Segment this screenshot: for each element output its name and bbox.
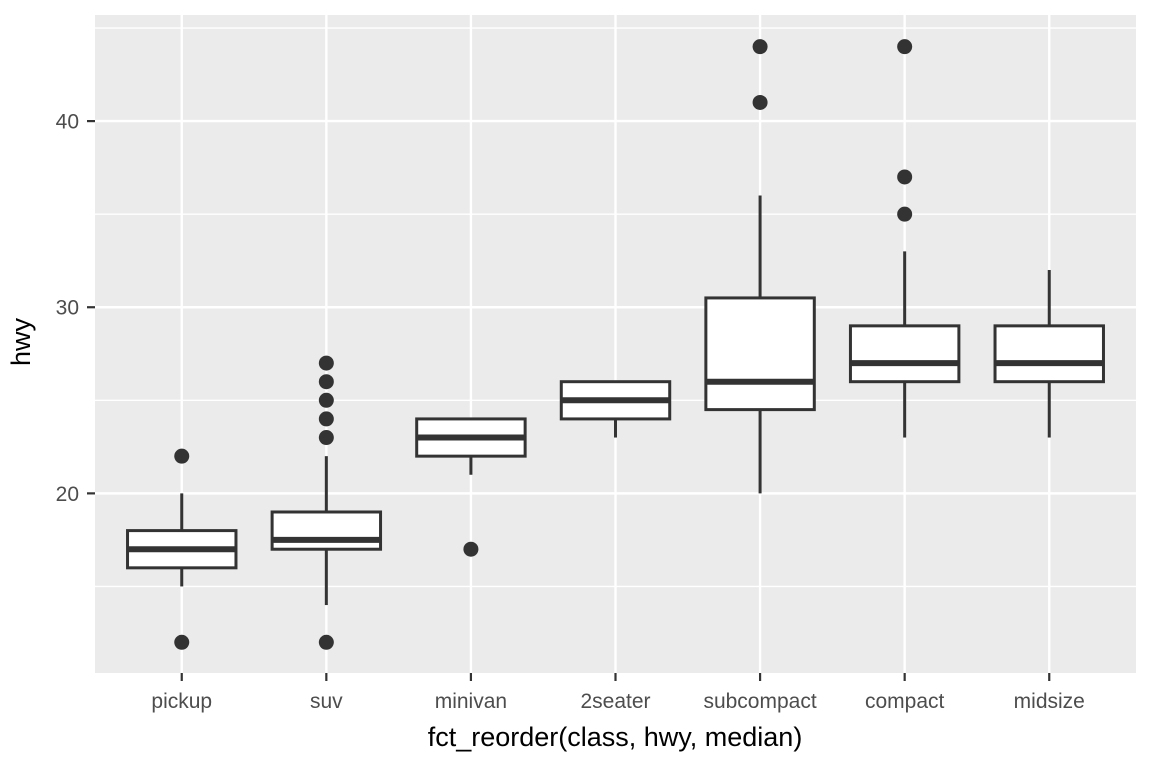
boxplot-suv (270, 355, 383, 650)
boxplot-2seater (559, 380, 672, 438)
boxplot-pickup (126, 448, 238, 650)
outlier-point (174, 634, 190, 650)
iqr-box (704, 296, 816, 412)
outlier-point (752, 94, 768, 110)
x-axis-title: fct_reorder(class, hwy, median) (428, 722, 803, 752)
x-tick-label-minivan: minivan (435, 690, 507, 713)
boxplot-midsize (993, 270, 1105, 438)
x-tick-label-2seater: 2seater (580, 690, 650, 713)
iqr-box (270, 510, 383, 551)
boxplot-subcompact (704, 39, 816, 494)
y-tick-label: 30 (56, 297, 79, 320)
outlier-point (318, 430, 334, 446)
x-tick-label-pickup: pickup (151, 690, 212, 713)
outlier-point (318, 392, 334, 408)
boxplot-compact (848, 39, 961, 438)
outlier-point (318, 411, 334, 427)
boxplot-minivan (415, 417, 527, 557)
axis-ticks-and-labels: 20 30 40 pickup suv minivan 2seater subcompact c… (56, 111, 1085, 713)
outlier-point (897, 39, 913, 55)
outlier-point (318, 355, 334, 371)
x-tick-label-subcompact: subcompact (703, 690, 816, 713)
iqr-box (848, 324, 961, 384)
outlier-point (174, 448, 190, 464)
outlier-point (897, 206, 913, 222)
x-tick-label-suv: suv (310, 690, 343, 713)
x-tick-label-midsize: midsize (1014, 690, 1085, 713)
y-tick-label: 40 (56, 111, 79, 134)
x-tick-label-compact: compact (865, 690, 945, 713)
y-axis-title: hwy (6, 317, 36, 366)
outlier-point (463, 541, 479, 557)
iqr-box (993, 324, 1105, 384)
y-tick-label: 20 (56, 483, 79, 506)
boxplot-geoms (126, 39, 1105, 650)
outlier-point (897, 169, 913, 185)
outlier-point (318, 634, 334, 650)
outlier-point (752, 39, 768, 55)
outlier-point (318, 374, 334, 390)
